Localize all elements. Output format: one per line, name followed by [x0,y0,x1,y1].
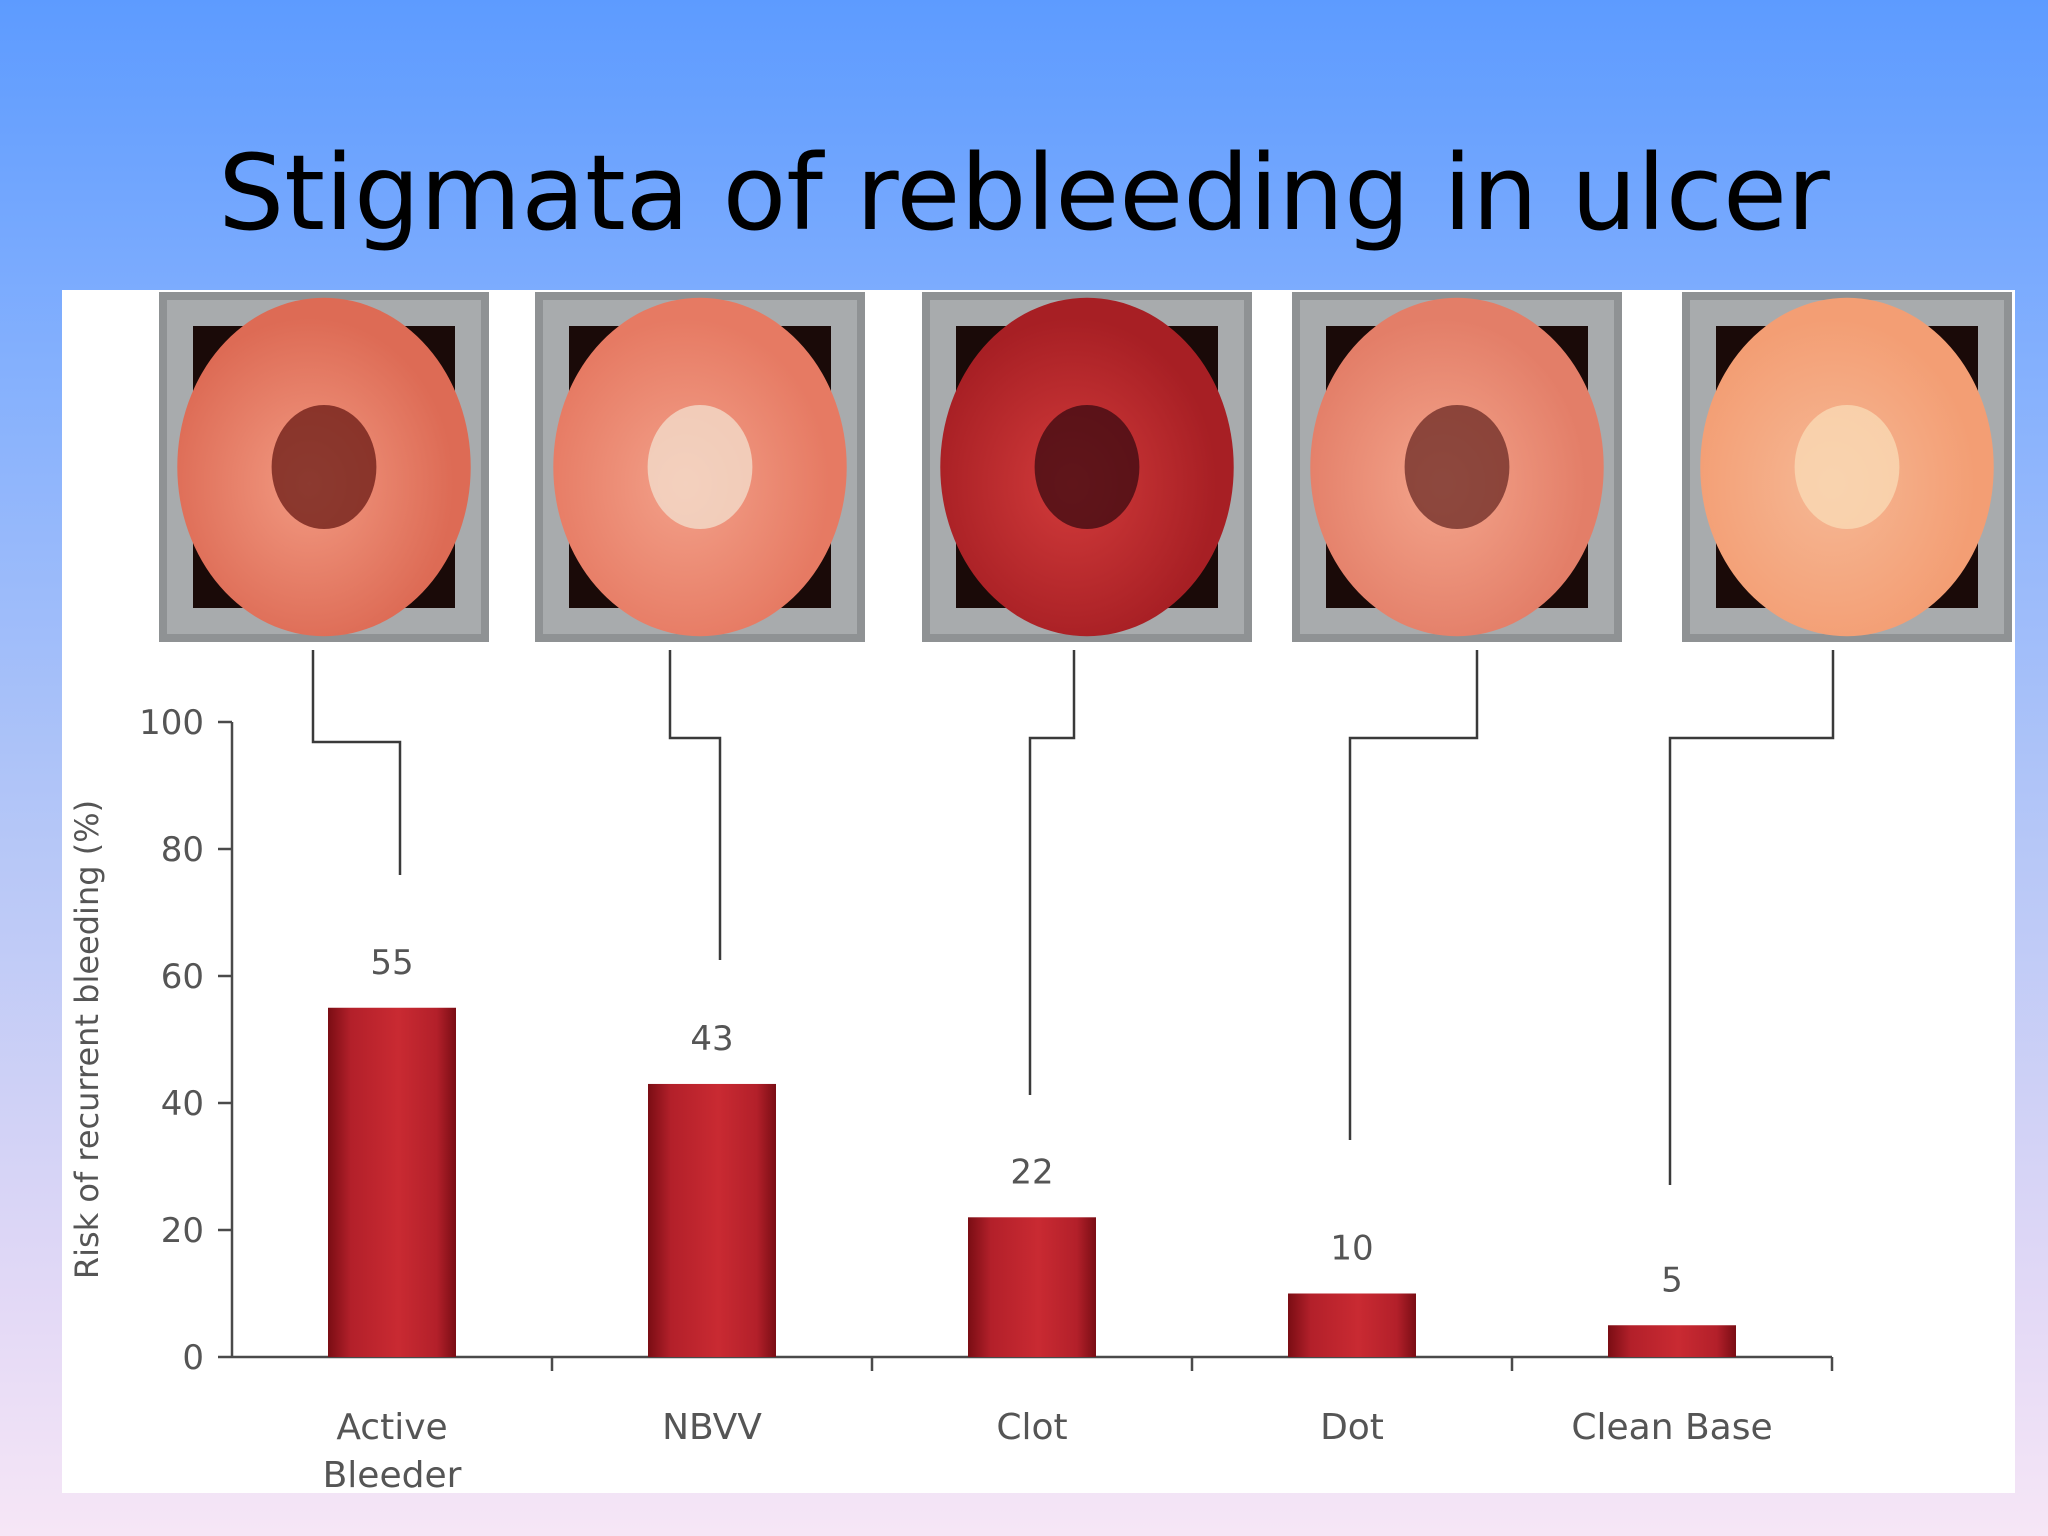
connector-line [1028,650,1076,1095]
y-tick-label: 0 [182,1338,204,1378]
y-tick-label: 60 [161,957,204,997]
endoscopy-image-clot [922,292,1252,642]
endoscopy-images [159,292,2012,642]
bar [1288,1293,1416,1357]
connector-lines [311,650,1835,1185]
slide-title: Stigmata of rebleeding in ulcer [218,132,1830,254]
figure-panel: 0 20 40 60 80 100 Risk of recurrent bleeding (… [62,290,2015,1493]
endoscopy-image-dot [1292,292,1622,642]
y-tick-label: 80 [161,830,204,870]
data-label: 43 [690,1019,733,1059]
connector-line [1668,650,1835,1185]
y-axis-label: Risk of recurrent bleeding (%) [68,800,106,1279]
x-tick-label: Active Bleeder [323,1407,462,1493]
endoscopy-image-clean-base [1682,292,2012,642]
bar [648,1083,776,1357]
connector-line [311,650,402,875]
y-tick-label: 100 [139,703,204,743]
connector-line [668,650,722,960]
y-tick-label: 20 [161,1211,204,1251]
chart-bars [328,1007,1736,1357]
lesion [271,404,377,530]
x-tick-label: Dot [1320,1407,1384,1448]
x-tick-label: Clean Base [1571,1407,1772,1448]
data-label: 55 [370,943,413,983]
chart-labels: 0 20 40 60 80 100 Risk of recurrent bleeding (… [68,703,1773,1493]
endoscopy-image-nbvv [535,292,865,642]
data-label: 10 [1330,1229,1373,1269]
lesion [1404,404,1510,530]
data-label: 22 [1010,1152,1053,1192]
x-tick-label: Clot [996,1407,1067,1448]
bar [968,1217,1096,1357]
lesion [647,404,753,530]
lesion [1034,404,1140,530]
lesion [1794,404,1900,530]
bar-chart: 0 20 40 60 80 100 Risk of recurrent bleeding (… [68,292,2012,1493]
endoscopy-image-active-bleeder [159,292,489,642]
bar [1608,1325,1736,1357]
connector-line [1348,650,1479,1140]
y-tick-label: 40 [161,1084,204,1124]
x-tick-label: NBVV [662,1407,762,1448]
data-label: 5 [1661,1260,1683,1300]
bar [328,1007,456,1357]
